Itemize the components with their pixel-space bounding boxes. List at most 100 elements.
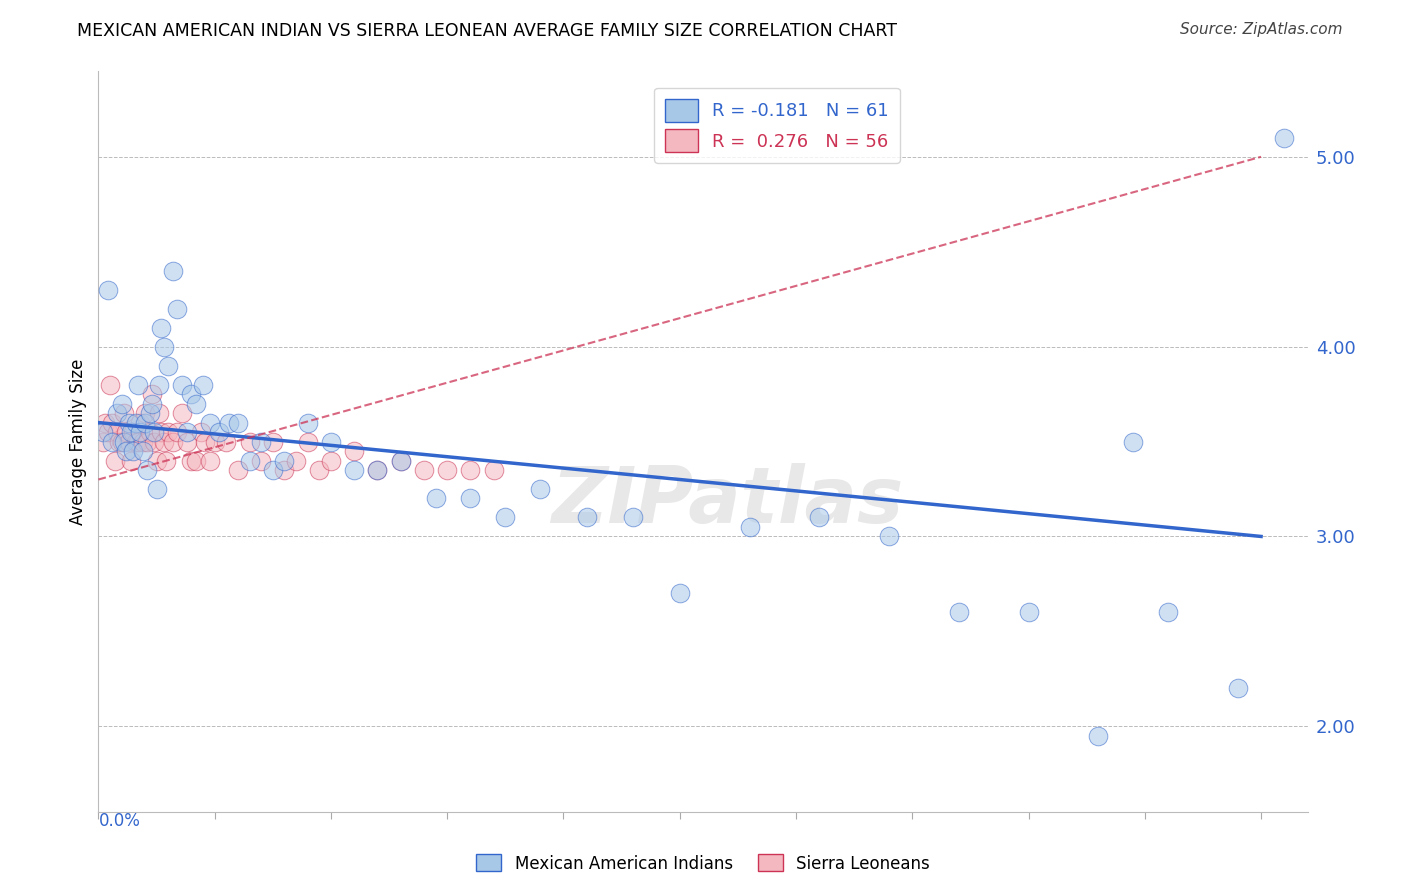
Point — [218, 416, 240, 430]
Point — [1122, 434, 1144, 449]
Point — [738, 520, 761, 534]
Point — [91, 434, 114, 449]
Point — [176, 425, 198, 439]
Point — [138, 406, 160, 420]
Point — [273, 463, 295, 477]
Point — [319, 453, 342, 467]
Point — [118, 434, 141, 449]
Point — [176, 434, 198, 449]
Point — [143, 434, 166, 449]
Point — [285, 453, 308, 467]
Point — [319, 434, 342, 449]
Point — [145, 482, 167, 496]
Point — [122, 444, 145, 458]
Point — [136, 434, 159, 449]
Point — [343, 444, 366, 458]
Point — [134, 406, 156, 420]
Point — [436, 463, 458, 477]
Point — [127, 377, 149, 392]
Point — [621, 510, 644, 524]
Point — [389, 453, 412, 467]
Point — [118, 416, 141, 430]
Point — [108, 434, 131, 449]
Point — [162, 434, 184, 449]
Point — [131, 434, 153, 449]
Point — [115, 444, 138, 458]
Point — [150, 425, 173, 439]
Point — [112, 406, 135, 420]
Point — [145, 453, 167, 467]
Point — [157, 359, 180, 373]
Point — [184, 453, 207, 467]
Point — [198, 453, 221, 467]
Point — [104, 453, 127, 467]
Point — [482, 463, 505, 477]
Point — [122, 425, 145, 439]
Point — [529, 482, 551, 496]
Point — [668, 586, 690, 600]
Point — [297, 416, 319, 430]
Text: ZIPatlas: ZIPatlas — [551, 463, 903, 539]
Point — [366, 463, 388, 477]
Point — [172, 406, 194, 420]
Point — [808, 510, 831, 524]
Point — [948, 606, 970, 620]
Point — [250, 453, 273, 467]
Point — [134, 416, 156, 430]
Point — [138, 425, 160, 439]
Point — [877, 529, 900, 543]
Point — [425, 491, 447, 506]
Point — [343, 463, 366, 477]
Point — [94, 416, 117, 430]
Point — [239, 453, 262, 467]
Point — [127, 434, 149, 449]
Point — [273, 453, 295, 467]
Point — [157, 425, 180, 439]
Point — [162, 263, 184, 277]
Point — [97, 283, 120, 297]
Point — [366, 463, 388, 477]
Point — [1087, 729, 1109, 743]
Point — [1157, 606, 1180, 620]
Point — [297, 434, 319, 449]
Point — [112, 434, 135, 449]
Point — [148, 406, 170, 420]
Point — [97, 425, 120, 439]
Point — [152, 340, 174, 354]
Point — [155, 453, 177, 467]
Point — [148, 377, 170, 392]
Point — [101, 416, 124, 430]
Point — [111, 396, 134, 410]
Point — [141, 396, 163, 410]
Point — [194, 434, 217, 449]
Legend: R = -0.181   N = 61, R =  0.276   N = 56: R = -0.181 N = 61, R = 0.276 N = 56 — [654, 87, 900, 163]
Point — [1226, 681, 1249, 696]
Point — [91, 425, 114, 439]
Point — [124, 434, 146, 449]
Point — [105, 425, 128, 439]
Point — [226, 463, 249, 477]
Point — [215, 434, 238, 449]
Legend: Mexican American Indians, Sierra Leoneans: Mexican American Indians, Sierra Leonean… — [470, 847, 936, 880]
Point — [389, 453, 412, 467]
Point — [204, 434, 226, 449]
Point — [172, 377, 194, 392]
Point — [413, 463, 436, 477]
Point — [460, 463, 482, 477]
Point — [166, 425, 188, 439]
Point — [1272, 130, 1295, 145]
Point — [131, 444, 153, 458]
Point — [226, 416, 249, 430]
Point — [180, 453, 202, 467]
Point — [308, 463, 330, 477]
Text: MEXICAN AMERICAN INDIAN VS SIERRA LEONEAN AVERAGE FAMILY SIZE CORRELATION CHART: MEXICAN AMERICAN INDIAN VS SIERRA LEONEA… — [77, 22, 897, 40]
Point — [120, 453, 142, 467]
Point — [180, 387, 202, 401]
Point — [460, 491, 482, 506]
Point — [239, 434, 262, 449]
Point — [190, 425, 212, 439]
Point — [184, 396, 207, 410]
Point — [262, 434, 284, 449]
Point — [191, 377, 214, 392]
Point — [115, 425, 138, 439]
